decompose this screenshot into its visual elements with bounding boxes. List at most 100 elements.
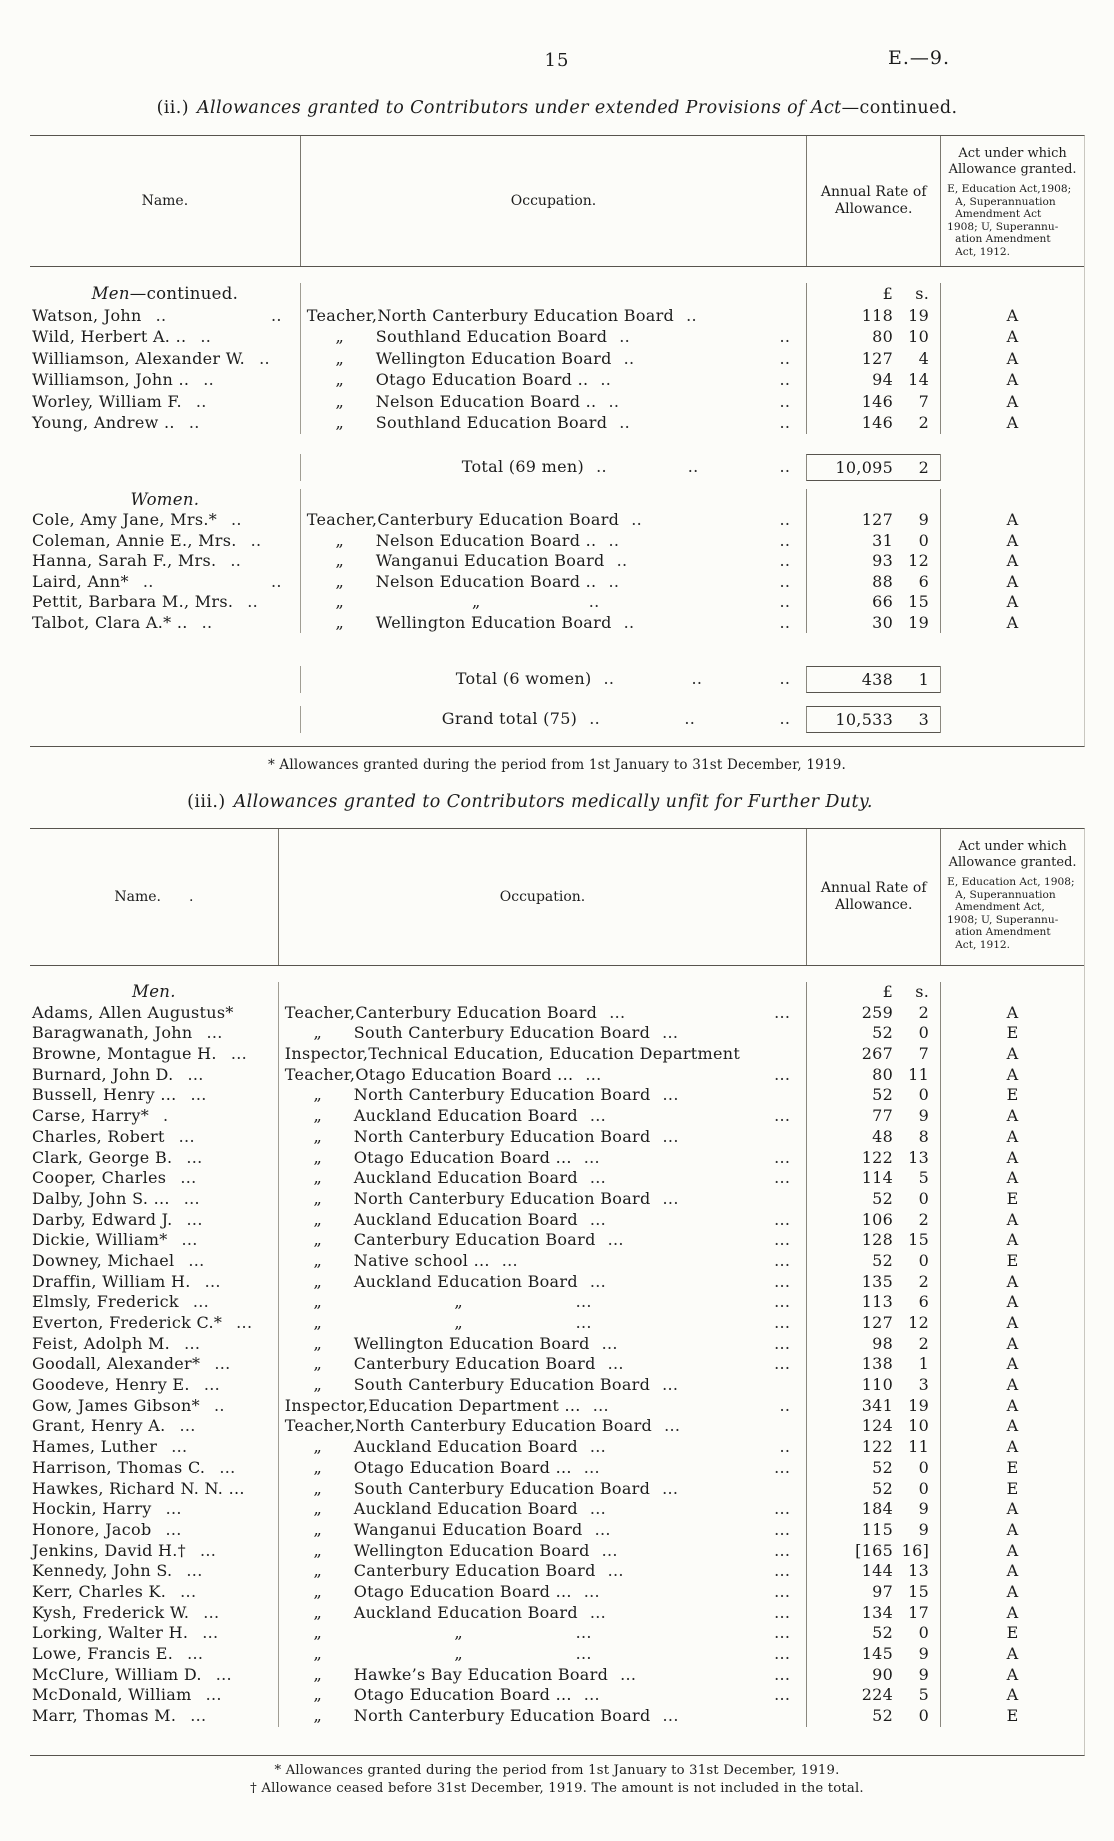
table-row: Worley, William F... „ Nelson Education Bo… xyxy=(30,390,1084,412)
occupation-prefix: „ xyxy=(335,530,345,550)
act-letter: A xyxy=(1006,551,1019,570)
occupation-text: Auckland Education Board xyxy=(353,1602,578,1622)
act-letter: A xyxy=(1006,1064,1019,1084)
occupation-cell: „ Wellington Education Board .. .. xyxy=(299,612,807,633)
amount-pounds: 114 xyxy=(861,1168,894,1188)
name-cell: McDonald, William... xyxy=(30,1685,278,1706)
act-letter: A xyxy=(1006,1540,1019,1560)
amount-pounds: 52 xyxy=(872,1023,894,1043)
leader-dots: .. xyxy=(200,327,212,346)
rate-cell: 66 15 xyxy=(806,592,940,613)
act-cell: A xyxy=(940,1644,1084,1665)
act-cell: A xyxy=(940,551,1084,572)
occupation-prefix: „ xyxy=(313,1147,323,1167)
occupation-prefix: Teacher, xyxy=(284,1064,356,1084)
amount-shillings: 9 xyxy=(918,1664,930,1684)
occupation-text: Canterbury Education Board xyxy=(353,1230,596,1250)
act-cell: A xyxy=(940,1002,1084,1024)
person-name: Goodeve, Henry E. xyxy=(32,1375,190,1395)
amount-shillings: 1 xyxy=(918,670,930,689)
act-letter: A xyxy=(1006,1561,1019,1581)
occupation-prefix: „ xyxy=(313,1706,323,1726)
amount-pounds: 113 xyxy=(861,1292,894,1312)
leader-dots: .. .. xyxy=(608,391,791,411)
act-letter: A xyxy=(1006,1581,1019,1601)
occupation-text: Otago Education Board .. xyxy=(375,370,589,389)
amount-shillings: 2 xyxy=(918,1271,930,1291)
table-row: Kennedy, John S.... „ Canterbury Education… xyxy=(30,1561,1084,1582)
amount-shillings: 0 xyxy=(918,1623,930,1643)
table-row: Lorking, Walter H.... „ „ ... ... 52 0 E xyxy=(30,1623,1084,1644)
amount-pounds: 127 xyxy=(861,348,894,368)
leader-dots: .. .. .. xyxy=(589,709,791,728)
group-label-italic: Men xyxy=(91,284,130,303)
occupation-text: Auckland Education Board xyxy=(353,1209,578,1229)
occupation-cell: Grand total (75) .. .. .. xyxy=(299,706,807,733)
leader-dots: ... xyxy=(662,1478,679,1498)
amount-shillings: 9 xyxy=(918,1499,930,1519)
occupation-text: „ xyxy=(454,1623,463,1643)
occupation-cell: Total (6 women) .. .. .. xyxy=(299,666,807,693)
leader-dots: ... xyxy=(219,1457,236,1477)
leader-dots: ... ... xyxy=(589,1271,791,1291)
occupation-prefix: „ xyxy=(313,1250,323,1270)
leader-dots: ... xyxy=(186,1147,203,1167)
act-key-line: ation Amendment xyxy=(955,233,1051,246)
amount-shillings: 11 xyxy=(908,1437,930,1457)
amount-pounds: 31 xyxy=(872,530,894,550)
occupation-cell: „ South Canterbury Education Board... xyxy=(277,1478,807,1500)
leader-dots: ... xyxy=(662,1375,679,1395)
leader-dots: ... xyxy=(215,1664,232,1684)
name-cell: Kysh, Frederick W.... xyxy=(30,1603,278,1624)
occupation-prefix: Inspector, xyxy=(284,1044,369,1064)
name-cell: Lowe, Francis E.... xyxy=(30,1644,278,1665)
section-iii-title-italic: Allowances granted to Contributors medic… xyxy=(233,792,873,812)
act-letter: A xyxy=(1006,370,1019,389)
table-row: Wild, Herbert A. .... „ Southland Educatio… xyxy=(30,326,1084,348)
leader-dots: ... xyxy=(183,1188,200,1208)
occupation-cell: „ Auckland Education Board ... ... xyxy=(277,1106,807,1127)
table-row: Bussell, Henry ...... „ North Canterbury E… xyxy=(30,1085,1084,1107)
group-label: Men—continued. xyxy=(30,283,300,305)
leader-dots: ... ... xyxy=(589,1106,791,1126)
leader-dots: ... ... xyxy=(585,1064,791,1084)
act-cell: A xyxy=(940,326,1084,348)
table-header: Name. Occupation. Annual Rate of Allowan… xyxy=(30,136,1084,267)
occupation-text: North Canterbury Education Board xyxy=(353,1706,651,1726)
leader-dots: ... xyxy=(187,1644,204,1663)
amount-pounds: 145 xyxy=(861,1644,894,1663)
amount-shillings: 11 xyxy=(908,1064,930,1084)
occupation-prefix: „ xyxy=(335,571,345,591)
act-cell: A xyxy=(940,1209,1084,1231)
occupation-text: Wellington Education Board xyxy=(353,1333,590,1353)
occupation-text: Wellington Education Board xyxy=(353,1540,590,1560)
footnote-dagger: † Allowance ceased before 31st December,… xyxy=(250,1780,864,1796)
leader-dots: ... xyxy=(188,1250,205,1270)
occupation-cell: „ Nelson Education Board .. .. .. xyxy=(299,530,807,551)
act-cell: A xyxy=(940,1044,1084,1065)
act-key-line: Amendment Act, xyxy=(955,901,1045,914)
amount-pounds: 144 xyxy=(861,1561,894,1581)
rate-cell: 98 2 xyxy=(806,1333,940,1355)
table-row: Hames, Luther... „ Auckland Education Boar… xyxy=(30,1437,1084,1458)
rate-cell: 135 2 xyxy=(806,1271,940,1293)
act-letter: A xyxy=(1006,1126,1019,1146)
leader-dots: .. .. xyxy=(600,370,791,389)
amount-shillings: 15 xyxy=(908,592,930,611)
table-row: Draffin, William H.... „ Auckland Educatio… xyxy=(30,1271,1084,1293)
column-header-occupation: Occupation. xyxy=(277,829,807,965)
rate-cell: 146 7 xyxy=(806,390,940,412)
amount-pounds: 134 xyxy=(861,1602,894,1622)
name-cell: Darby, Edward J.... xyxy=(30,1210,278,1231)
occupation-prefix: „ xyxy=(313,1209,323,1229)
person-name: Worley, William F. xyxy=(32,391,182,411)
person-name: Talbot, Clara A.* .. xyxy=(32,612,188,632)
table-row: Browne, Montague H.... Inspector, Technica… xyxy=(30,1044,1084,1065)
name-cell: Wild, Herbert A. .... xyxy=(30,326,300,348)
amount-pounds: 259 xyxy=(861,1002,894,1022)
rate-cell: 122 11 xyxy=(806,1437,940,1458)
occupation-text: Otago Education Board ... xyxy=(355,1064,574,1084)
name-cell: Draffin, William H.... xyxy=(30,1272,278,1293)
amount-shillings: 12 xyxy=(908,1313,930,1332)
person-name: Kerr, Charles K. xyxy=(32,1581,167,1601)
